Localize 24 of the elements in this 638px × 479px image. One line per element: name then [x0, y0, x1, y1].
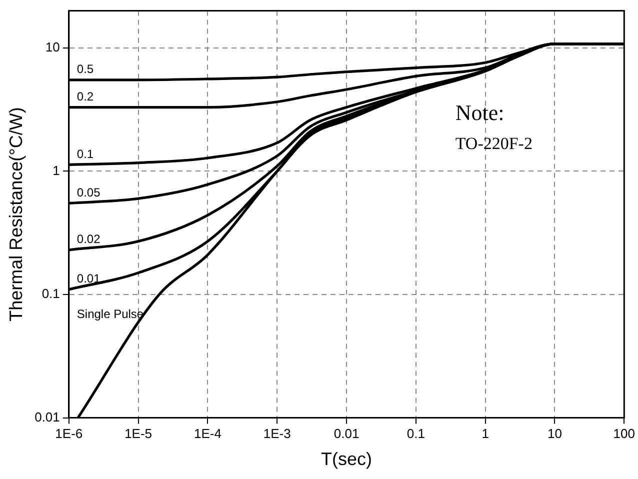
y-tick-label: 10 — [45, 39, 60, 54]
series-label: 0.05 — [76, 186, 101, 200]
x-tick-label: 100 — [613, 426, 636, 442]
series-label: 0.01 — [76, 272, 101, 286]
x-tick-label: 1E-3 — [263, 426, 291, 442]
x-tick-label: 0.01 — [334, 426, 360, 442]
annotation: TO-220F-2 — [455, 134, 532, 153]
x-tick-label: 1 — [482, 426, 489, 442]
y-tick-label: 0.1 — [42, 286, 60, 302]
series-label: Single Pulse — [76, 306, 144, 321]
x-axis-title: T(sec) — [321, 449, 372, 470]
y-tick-label: 1 — [52, 162, 60, 178]
x-tick-label: 0.1 — [406, 426, 425, 442]
x-tick-label: 10 — [548, 426, 562, 442]
x-tick-label: 1E-6 — [55, 426, 83, 442]
annotation: Note: — [455, 100, 504, 125]
series-label: 0.2 — [76, 90, 94, 104]
y-tick-label: 0.01 — [34, 409, 60, 424]
series-label: 0.5 — [76, 62, 94, 76]
series-label: 0.1 — [76, 146, 94, 161]
x-tick-label: 1E-5 — [124, 426, 152, 442]
y-axis-title: Thermal Resistance(°C/W) — [6, 107, 26, 322]
series-label: 0.02 — [76, 232, 101, 246]
x-tick-label: 1E-4 — [194, 426, 222, 442]
